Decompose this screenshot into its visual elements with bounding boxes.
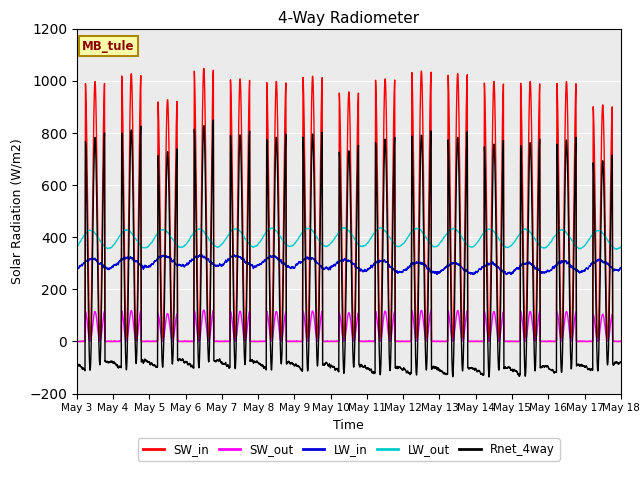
LW_out xyxy=(441,234,449,240)
LW_in xyxy=(617,264,625,270)
Rnet_4way xyxy=(485,374,493,380)
Line: SW_out: SW_out xyxy=(77,310,621,341)
SW_in xyxy=(73,338,81,344)
SW_in xyxy=(210,338,218,344)
SW_in xyxy=(329,338,337,344)
Line: LW_out: LW_out xyxy=(77,228,621,249)
LW_in xyxy=(469,272,477,277)
SW_in xyxy=(471,338,479,344)
Line: LW_in: LW_in xyxy=(77,255,621,275)
Rnet_4way xyxy=(329,364,337,370)
Text: MB_tule: MB_tule xyxy=(82,40,135,53)
LW_out xyxy=(171,240,179,245)
SW_out xyxy=(616,338,624,344)
SW_in xyxy=(200,66,207,72)
Rnet_4way xyxy=(617,359,625,365)
LW_out xyxy=(471,243,479,249)
LW_out xyxy=(328,239,336,244)
Rnet_4way xyxy=(502,365,509,371)
SW_out xyxy=(471,338,479,344)
Rnet_4way xyxy=(471,367,479,372)
SW_in xyxy=(171,243,179,249)
LW_in xyxy=(230,252,238,258)
LW_in xyxy=(329,264,337,269)
LW_in xyxy=(616,265,624,271)
Y-axis label: Solar Radiation (W/m2): Solar Radiation (W/m2) xyxy=(11,138,24,284)
LW_out xyxy=(73,243,81,249)
Rnet_4way xyxy=(171,275,179,280)
SW_in xyxy=(617,338,625,344)
SW_out xyxy=(214,338,221,344)
SW_out xyxy=(200,307,207,313)
LW_in xyxy=(73,266,81,272)
SW_out xyxy=(171,327,179,333)
Legend: SW_in, SW_out, LW_in, LW_out, Rnet_4way: SW_in, SW_out, LW_in, LW_out, Rnet_4way xyxy=(138,438,559,461)
SW_in xyxy=(502,338,509,344)
Rnet_4way xyxy=(616,359,624,365)
LW_out xyxy=(613,246,621,252)
Title: 4-Way Radiometer: 4-Way Radiometer xyxy=(278,11,419,26)
LW_in xyxy=(502,271,509,276)
Line: Rnet_4way: Rnet_4way xyxy=(77,120,621,377)
SW_in xyxy=(441,338,449,344)
LW_in xyxy=(171,260,179,265)
X-axis label: Time: Time xyxy=(333,419,364,432)
Rnet_4way xyxy=(73,361,81,367)
LW_out xyxy=(616,245,624,251)
LW_in xyxy=(471,271,479,276)
SW_out xyxy=(329,338,337,344)
LW_out xyxy=(340,225,348,230)
SW_out xyxy=(502,338,509,344)
SW_out xyxy=(617,338,625,344)
Line: SW_in: SW_in xyxy=(77,69,621,341)
SW_out xyxy=(73,338,81,344)
SW_out xyxy=(441,338,449,344)
Rnet_4way xyxy=(209,117,217,123)
LW_out xyxy=(502,244,509,250)
LW_out xyxy=(617,244,625,250)
SW_in xyxy=(616,338,624,344)
Rnet_4way xyxy=(441,371,449,376)
LW_in xyxy=(441,265,449,271)
